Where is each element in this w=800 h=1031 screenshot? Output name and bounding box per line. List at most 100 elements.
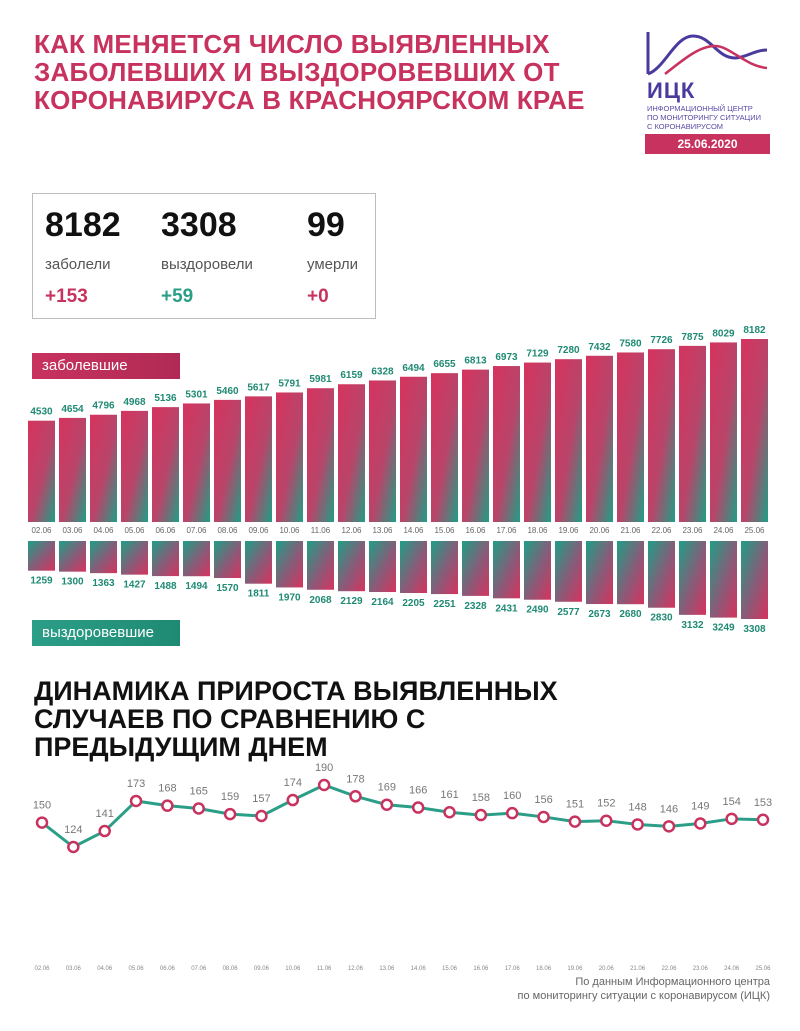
recovered-bar [245,541,272,584]
date-badge: 25.06.2020 [645,134,770,154]
date-tick-label: 12.06 [341,526,362,535]
growth-date-tick: 14.06 [411,966,427,972]
logo-curve-icon [646,32,768,76]
cases-value-label: 7726 [650,335,673,346]
growth-point [67,840,80,854]
date-tick-label: 14.06 [403,526,424,535]
growth-date-tick: 09.06 [254,966,270,972]
date-tick-label: 07.06 [186,526,207,535]
date-tick-label: 02.06 [31,526,52,535]
cases-value-label: 5791 [278,378,301,389]
recovered-value-label: 1488 [154,581,177,592]
cases-value-label: 4796 [92,401,115,412]
growth-date-tick: 13.06 [379,966,395,972]
cases-bar [741,339,768,522]
growth-date-tick: 22.06 [661,966,677,972]
cases-value-label: 4530 [30,407,53,418]
growth-value-label: 178 [346,773,364,785]
cases-bar [462,369,489,522]
cases-value-label: 4654 [61,404,84,415]
recovered-value-label: 1300 [61,577,84,588]
cases-bar [524,362,551,522]
recovered-value-label: 3308 [743,624,766,635]
recovered-value-label: 2673 [588,609,611,620]
date-tick-label: 04.06 [93,526,114,535]
cases-bar [338,384,365,522]
recovered-series-label: выздоровевшие [32,620,180,646]
growth-point [600,814,613,827]
cases-bar [90,414,117,522]
source-footer: По данным Информационного центра по мони… [518,975,770,1003]
recovered-value-label: 1494 [185,581,208,592]
recovered-bar [524,541,551,600]
growth-date-tick: 23.06 [693,966,709,972]
growth-point [317,778,331,792]
stat-value: 8182 [45,206,121,244]
cases-bar [245,396,272,522]
cases-value-label: 6973 [495,352,518,363]
recovered-bar [121,541,148,575]
growth-point [537,810,550,824]
growth-value-label: 161 [440,789,458,801]
recovered-bar [679,541,706,615]
recovered-value-label: 2068 [309,595,332,606]
cases-value-label: 5981 [309,374,332,385]
growth-point [756,813,770,827]
growth-point [129,794,143,808]
cases-value-label: 5460 [216,386,239,397]
recovered-bar [369,541,396,593]
recovered-value-label: 1259 [30,576,53,587]
growth-date-tick: 16.06 [473,966,489,972]
date-tick-label: 13.06 [372,526,393,535]
date-tick-label: 05.06 [124,526,145,535]
cases-value-label: 7432 [588,342,611,353]
growth-point [35,816,49,829]
stat-value: 3308 [161,206,237,244]
growth-value-label: 160 [503,790,521,802]
recovered-value-label: 2490 [526,605,549,616]
growth-point [255,809,268,823]
recovered-bar [276,541,303,588]
growth-value-label: 141 [96,808,114,820]
growth-date-tick: 19.06 [567,966,583,972]
logo-caption: Информационный центр по мониторингу ситу… [647,104,761,131]
cases-bar [400,376,427,522]
growth-point [286,793,300,807]
growth-value-label: 169 [378,782,396,794]
growth-point [662,820,676,833]
cases-value-label: 5617 [247,382,270,393]
recovered-value-label: 2577 [557,607,580,618]
recovered-value-label: 2431 [495,603,518,614]
recovered-bar [214,541,241,579]
recovered-bar [431,541,458,595]
date-tick-label: 25.06 [744,526,765,535]
recovered-value-label: 2251 [433,599,456,610]
recovered-value-label: 2205 [402,598,425,609]
cases-series-label: заболевшие [32,353,180,379]
growth-value-label: 151 [566,799,584,811]
cases-value-label: 6655 [433,359,456,370]
growth-point [631,818,644,831]
date-tick-label: 18.06 [527,526,548,535]
date-tick-label: 17.06 [496,526,517,535]
recovered-value-label: 3249 [712,623,735,634]
growth-date-tick: 25.06 [755,966,771,972]
growth-value-label: 157 [252,793,270,805]
cases-bar [555,359,582,522]
growth-date-tick: 17.06 [505,966,521,972]
cases-bar [152,407,179,522]
date-tick-label: 10.06 [279,526,300,535]
cases-bar [121,410,148,522]
stat-label: заболели [45,256,111,273]
stat-delta: +59 [161,286,194,307]
growth-value-label: 156 [534,794,552,806]
cases-bar [679,345,706,522]
cases-value-label: 6494 [402,363,425,374]
growth-value-label: 150 [33,800,51,812]
date-tick-label: 15.06 [434,526,455,535]
cases-bar [28,420,55,522]
date-tick-label: 20.06 [589,526,610,535]
cases-value-label: 5136 [154,393,177,404]
recovered-value-label: 2680 [619,609,642,620]
growth-date-tick: 08.06 [223,966,239,972]
